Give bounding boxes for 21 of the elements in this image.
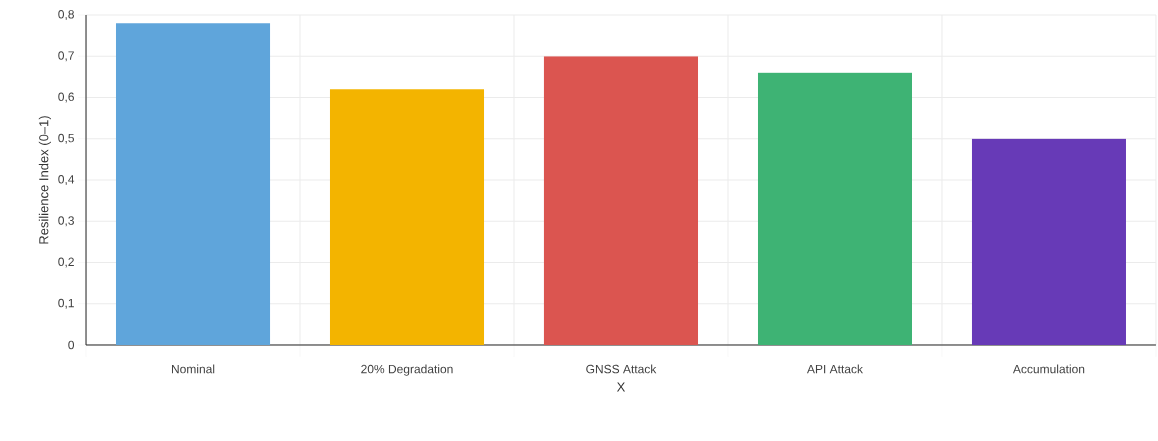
bar: [971, 138, 1126, 345]
x-tick-label: Accumulation: [1012, 364, 1085, 374]
y-tick-label: 0,5: [58, 133, 74, 144]
y-tick-label: 0,7: [58, 51, 74, 62]
y-tick-label: 0,3: [58, 216, 74, 227]
y-tick-label: 0,6: [58, 92, 74, 103]
x-axis-title: X: [616, 382, 626, 392]
y-tick-label: 0: [68, 340, 75, 350]
y-axis-title: Resilience Index (0–1): [38, 116, 51, 244]
bar: [543, 56, 699, 345]
bar: [757, 72, 912, 345]
bar: [329, 89, 485, 345]
y-tick-label: 0,2: [58, 257, 74, 268]
x-tick-label: GNSS Attack: [586, 364, 657, 374]
x-tick-label: API Attack: [806, 364, 863, 374]
bar: [115, 23, 271, 345]
x-tick-label: Nominal: [171, 364, 215, 374]
y-tick-label: 0,8: [58, 10, 74, 20]
y-tick-label: 0,4: [58, 175, 75, 185]
x-tick-label: 20% Degradation: [361, 364, 453, 376]
y-tick-label: 0,1: [58, 298, 74, 309]
